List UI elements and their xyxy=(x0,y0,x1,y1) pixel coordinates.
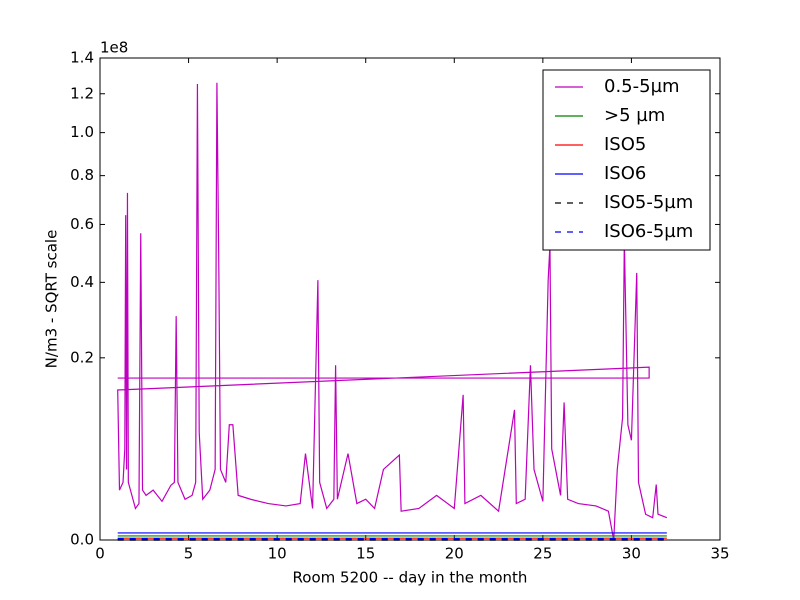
y-tick-label: 0.0 xyxy=(70,531,94,549)
legend-label: ISO5 xyxy=(604,134,646,155)
legend-label: ISO6-5µm xyxy=(604,221,693,242)
x-tick-label: 0 xyxy=(95,545,105,563)
x-tick-label: 25 xyxy=(533,545,552,563)
legend-label: 0.5-5µm xyxy=(604,76,680,97)
y-tick-label: 0.2 xyxy=(70,348,94,366)
x-tick-label: 35 xyxy=(710,545,729,563)
y-tick-label: 1.2 xyxy=(70,84,94,102)
y-tick-label: 1.4 xyxy=(70,49,94,67)
plot-frame xyxy=(99,57,721,541)
y-tick-label: 0.4 xyxy=(70,273,94,291)
legend-label: >5 µm xyxy=(604,105,665,126)
x-tick-label: 15 xyxy=(356,545,375,563)
y-axis-label: N/m3 - SQRT scale xyxy=(43,230,61,369)
offset-label: 1e8 xyxy=(100,39,128,57)
x-tick-label: 10 xyxy=(268,545,287,563)
x-tick-label: 30 xyxy=(622,545,641,563)
y-tick-label: 1.0 xyxy=(70,123,94,141)
x-axis-label: Room 5200 -- day in the month xyxy=(293,569,528,587)
series-line xyxy=(117,82,668,541)
legend-label: ISO5-5µm xyxy=(604,192,693,213)
x-tick-label: 20 xyxy=(445,545,464,563)
legend-label: ISO6 xyxy=(604,163,646,184)
y-tick-label: 0.6 xyxy=(70,215,94,233)
legend-box xyxy=(542,69,711,251)
x-tick-label: 5 xyxy=(184,545,194,563)
y-tick-label: 0.8 xyxy=(70,166,94,184)
